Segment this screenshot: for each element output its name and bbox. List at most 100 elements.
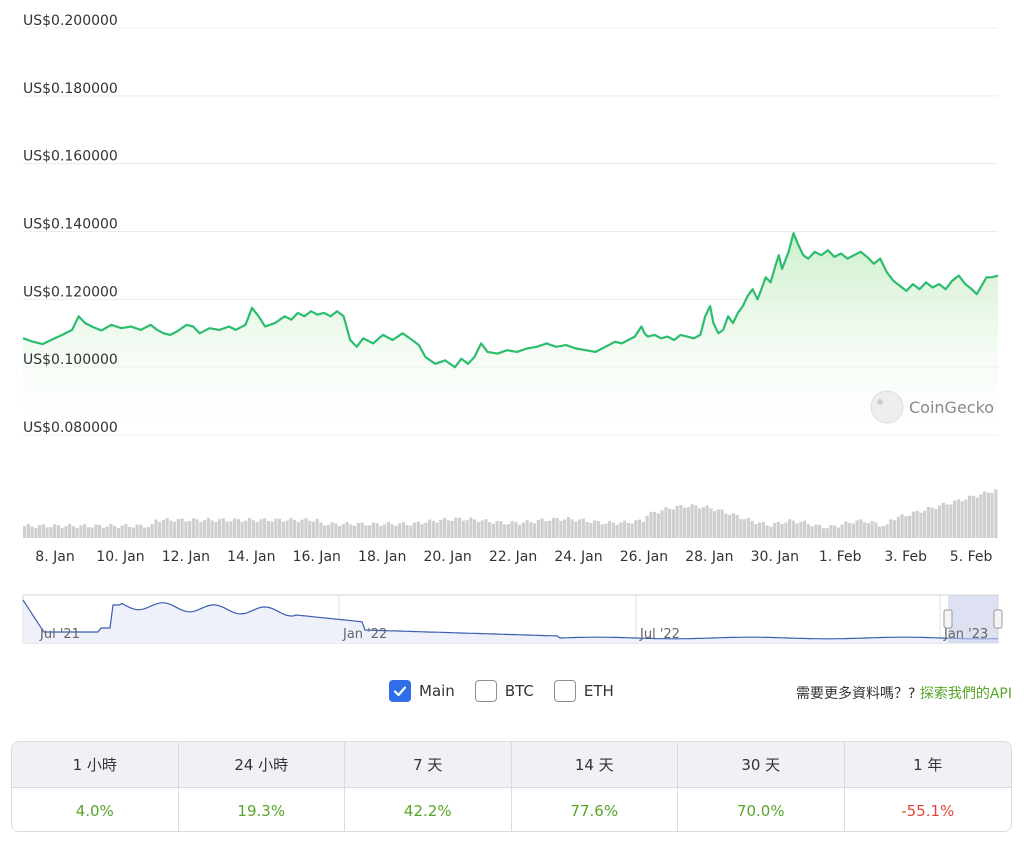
volume-bar — [536, 520, 540, 538]
volume-bar — [765, 525, 769, 538]
checkbox-checked-icon[interactable] — [389, 680, 411, 702]
volume-bar — [120, 525, 124, 538]
volume-bar — [975, 497, 979, 538]
volume-bar — [289, 518, 293, 538]
volume-bar — [439, 519, 443, 538]
volume-bar — [634, 520, 638, 538]
volume-bar — [623, 520, 627, 538]
volume-bar — [611, 522, 615, 538]
volume-bar — [428, 519, 432, 538]
toggle-btc[interactable]: BTC — [474, 680, 534, 702]
volume-bar — [581, 518, 585, 538]
y-tick-label: US$0.140000 — [23, 217, 118, 233]
volume-bar — [450, 520, 454, 538]
volume-bar — [604, 523, 608, 538]
volume-bar — [413, 522, 417, 538]
volume-bar — [593, 520, 597, 538]
volume-bar — [964, 499, 968, 538]
volume-bar — [705, 505, 709, 538]
watermark-text: CoinGecko — [909, 398, 994, 417]
x-axis-labels: 8. Jan 10. Jan 12. Jan 14. Jan 16. Jan 18. Ja… — [35, 549, 992, 565]
volume-bar — [694, 505, 698, 538]
price-change-table: 1 小時 24 小時 7 天 14 天 30 天 1 年 4.0% 19.3% … — [11, 741, 1012, 832]
volume-bar — [514, 522, 518, 538]
volume-bar — [53, 524, 57, 538]
volume-bar — [195, 519, 199, 538]
volume-bar — [855, 520, 859, 538]
volume-bar — [645, 515, 649, 538]
volume-bar — [660, 510, 664, 538]
gecko-eye — [877, 399, 883, 405]
volume-bar — [698, 508, 702, 538]
volume-bar — [506, 524, 510, 538]
table-cell: 4.0% — [12, 788, 179, 831]
volume-bar — [341, 524, 345, 538]
volume-bar — [240, 521, 244, 538]
volume-bar — [664, 507, 668, 538]
volume-bar — [960, 501, 964, 538]
volume-bar — [968, 495, 972, 538]
volume-bar — [225, 521, 229, 538]
checkbox-empty-icon[interactable] — [474, 680, 497, 702]
volume-bar — [675, 506, 679, 538]
navigator-label: Jan '23 — [943, 627, 988, 642]
volume-bar — [525, 520, 529, 538]
volume-bar — [780, 523, 784, 538]
volume-bar — [75, 527, 79, 538]
toggle-eth[interactable]: ETH — [553, 680, 614, 702]
api-link[interactable]: 探索我們的API — [919, 686, 1012, 702]
volume-bar — [98, 524, 102, 538]
volume-bar — [71, 526, 75, 538]
volume-bar — [529, 522, 533, 538]
navigator-line — [22, 599, 999, 640]
volume-bar — [446, 520, 450, 538]
volume-bar — [304, 518, 308, 538]
api-prompt: 需要更多資料嗎？? 探索我們的API — [796, 683, 1012, 703]
toggle-label: BTC — [504, 682, 534, 700]
volume-bar — [199, 522, 203, 538]
volume-bar — [206, 518, 210, 538]
volume-bar — [139, 524, 143, 538]
volume-bar — [735, 515, 739, 538]
volume-bar — [443, 517, 447, 538]
volume-bar — [251, 520, 255, 538]
volume-bar — [656, 513, 660, 538]
volume-bar — [293, 519, 297, 538]
volume-bar — [701, 507, 705, 538]
volume-bar — [638, 519, 642, 538]
volume-bar — [169, 520, 173, 538]
volume-bar — [319, 522, 323, 538]
volume-bar — [143, 527, 147, 538]
volume-bar — [375, 523, 379, 538]
volume-bar — [480, 520, 484, 538]
volume-bar — [825, 528, 829, 538]
price-line-layer — [22, 232, 999, 369]
volume-bar — [720, 509, 724, 538]
volume-bar — [49, 527, 53, 538]
volume-bar — [131, 527, 135, 538]
volume-bar — [626, 523, 630, 538]
volume-bar — [146, 526, 150, 538]
x-tick-label: 20. Jan — [423, 549, 471, 565]
volume-bar — [203, 520, 207, 538]
volume-bar — [641, 522, 645, 538]
range-navigator[interactable]: Jul '21 Jan '22 Jul '22 Jan '23 — [22, 594, 1003, 644]
checkbox-empty-icon[interactable] — [553, 680, 576, 702]
volume-bar — [386, 522, 390, 538]
navigator-area — [23, 600, 998, 643]
volume-bar — [941, 502, 945, 538]
volume-bar — [836, 527, 840, 538]
volume-bar — [476, 522, 480, 538]
price-chart[interactable]: US$0.200000 US$0.180000 US$0.160000 US$0.14… — [0, 0, 1024, 660]
volume-bar — [308, 520, 312, 538]
toggle-main[interactable]: Main — [389, 680, 455, 702]
volume-bar — [161, 519, 165, 538]
volume-bar — [713, 511, 717, 538]
volume-bar — [330, 522, 334, 538]
navigator-handle-right[interactable] — [993, 609, 1003, 629]
navigator-handle-left[interactable] — [943, 609, 953, 629]
volume-bar — [870, 520, 874, 538]
volume-bar — [345, 522, 349, 538]
navigator-selection[interactable] — [948, 595, 998, 643]
volume-bar — [806, 524, 810, 538]
